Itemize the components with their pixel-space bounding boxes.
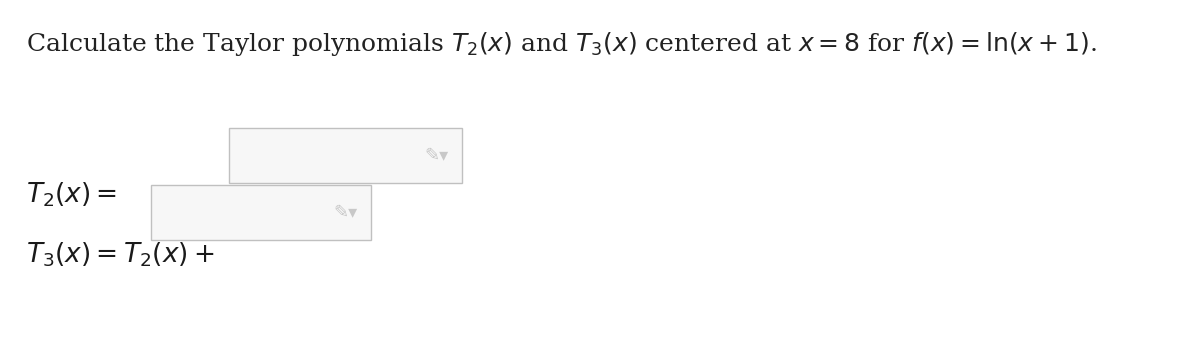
Bar (151, 185, 371, 240)
Bar (229, 128, 462, 183)
Text: $T_3(x) = T_2(x)+$: $T_3(x) = T_2(x)+$ (26, 241, 215, 269)
Text: ✎▾: ✎▾ (334, 203, 358, 221)
Text: Calculate the Taylor polynomials $T_2(x)$ and $T_3(x)$ centered at $x = 8$ for $: Calculate the Taylor polynomials $T_2(x)… (26, 30, 1097, 58)
Text: ✎▾: ✎▾ (424, 146, 448, 164)
Text: $T_2(x) =$: $T_2(x) =$ (26, 181, 118, 209)
